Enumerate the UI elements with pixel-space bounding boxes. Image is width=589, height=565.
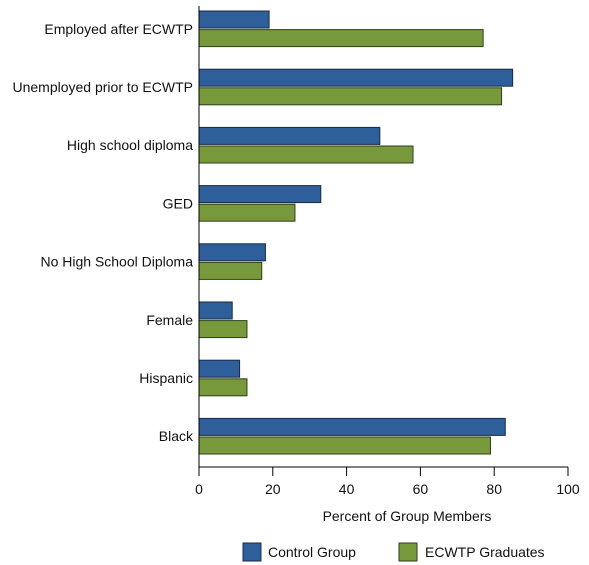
bar-control-group-hispanic bbox=[198, 359, 241, 378]
bar-ecwtp-graduates-female bbox=[198, 320, 248, 339]
category-label: Hispanic bbox=[139, 370, 193, 386]
bar-control-group-female bbox=[198, 301, 233, 320]
bar-ecwtp-graduates-unemployed-prior-to-ecwtp bbox=[198, 87, 503, 106]
category-label: Employed after ECWTP bbox=[44, 21, 193, 37]
bar-control-group-employed-after-ecwtp bbox=[198, 10, 270, 29]
bars-layer bbox=[198, 10, 514, 455]
bar-control-group-high-school-diploma bbox=[198, 126, 381, 145]
bar-ecwtp-graduates-no-high-school-diploma bbox=[198, 261, 263, 280]
x-tick-label: 100 bbox=[556, 481, 580, 497]
category-label: High school diploma bbox=[67, 137, 193, 153]
category-label: Female bbox=[146, 312, 193, 328]
bar-control-group-black bbox=[198, 417, 506, 436]
bar-control-group-no-high-school-diploma bbox=[198, 243, 266, 262]
x-tick-label: 40 bbox=[339, 481, 355, 497]
bar-control-group-unemployed-prior-to-ecwtp bbox=[198, 68, 514, 87]
legend-label-control-group: Control Group bbox=[268, 544, 356, 560]
category-label: No High School Diploma bbox=[40, 254, 193, 270]
bar-ecwtp-graduates-employed-after-ecwtp bbox=[198, 29, 484, 48]
bar-control-group-ged bbox=[198, 185, 322, 204]
legend: Control Group ECWTP Graduates bbox=[242, 542, 545, 562]
legend-swatch-ecwtp-graduates bbox=[398, 542, 418, 562]
legend-label-ecwtp-graduates: ECWTP Graduates bbox=[425, 544, 545, 560]
x-tick-label: 80 bbox=[486, 481, 502, 497]
x-tick-label: 0 bbox=[195, 481, 203, 497]
category-label: GED bbox=[163, 195, 193, 211]
x-tick-label: 20 bbox=[265, 481, 281, 497]
category-labels: Employed after ECWTP Unemployed prior to … bbox=[12, 21, 194, 444]
x-ticks: 0 20 40 60 80 100 bbox=[195, 467, 580, 497]
bar-ecwtp-graduates-hispanic bbox=[198, 378, 248, 397]
category-label: Unemployed prior to ECWTP bbox=[12, 79, 193, 95]
bar-ecwtp-graduates-high-school-diploma bbox=[198, 145, 414, 164]
bar-ecwtp-graduates-black bbox=[198, 436, 492, 455]
legend-swatch-control-group bbox=[242, 542, 262, 562]
category-label: Black bbox=[159, 428, 194, 444]
x-axis-label: Percent of Group Members bbox=[323, 508, 492, 524]
bar-ecwtp-graduates-ged bbox=[198, 203, 296, 222]
x-tick-label: 60 bbox=[413, 481, 429, 497]
